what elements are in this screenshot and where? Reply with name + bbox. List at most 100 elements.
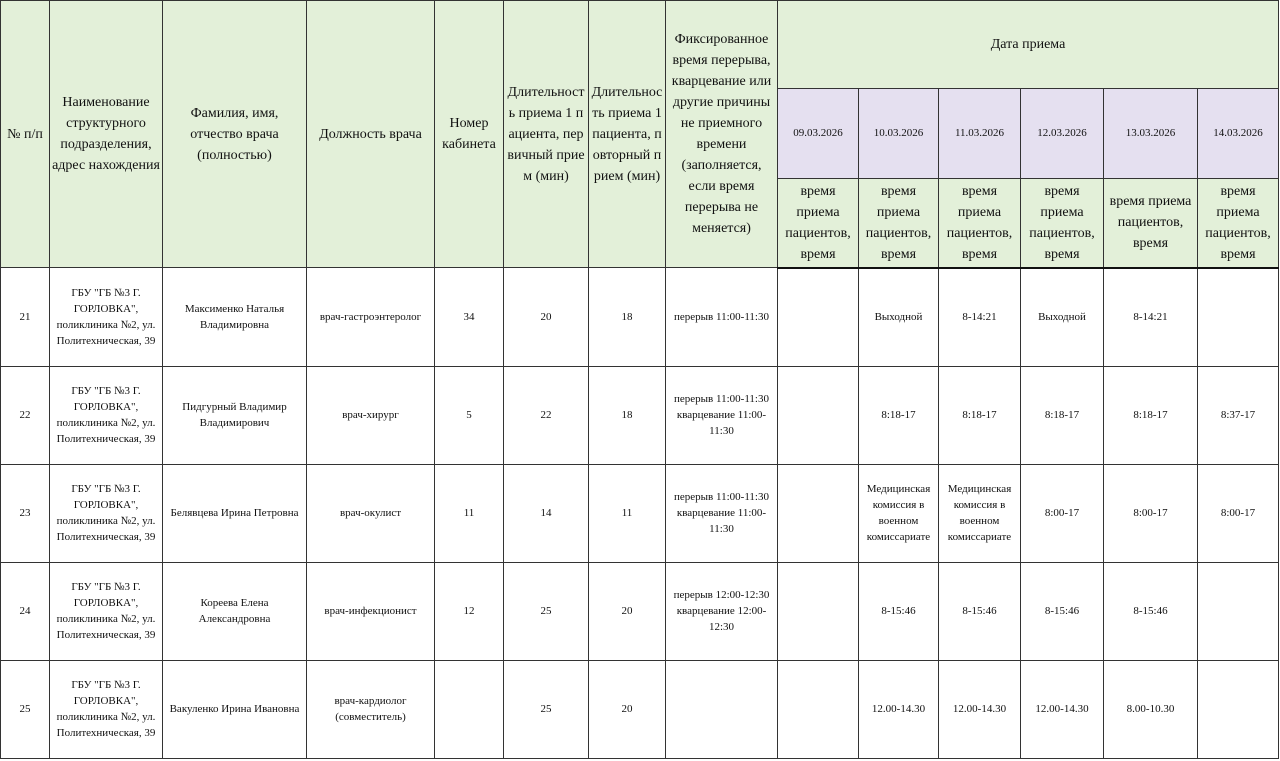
- table-cell: [777, 659, 859, 759]
- column-header: Фиксированное время перерыва, кварцевани…: [665, 0, 778, 268]
- date-header: 13.03.2026: [1103, 88, 1198, 179]
- column-header: Длительность приема 1 пациента, повторны…: [588, 0, 666, 268]
- table-cell: 21: [0, 267, 50, 367]
- table-cell: 8-14:21: [1103, 267, 1198, 367]
- table-cell: 11: [434, 463, 504, 563]
- date-header: 14.03.2026: [1197, 88, 1279, 179]
- table-cell: 24: [0, 561, 50, 661]
- table-cell: Кореева Елена Александровна: [162, 561, 307, 661]
- table-cell: [1197, 561, 1279, 661]
- table-header: № п/п Наименование структурного подраздел…: [0, 0, 1279, 269]
- date-subheader: время приема пациентов, время: [858, 178, 939, 269]
- date-header: 10.03.2026: [858, 88, 939, 179]
- table-cell: 34: [434, 267, 504, 367]
- date-subheader: время приема пациентов, время: [1197, 178, 1279, 269]
- table-cell: Медицинская комиссия в военном комиссари…: [858, 463, 939, 563]
- table-cell: врач-инфекционист: [306, 561, 435, 661]
- table-cell: 8-14:21: [938, 267, 1021, 367]
- table-cell: Вакуленко Ирина Ивановна: [162, 659, 307, 759]
- table-cell: [777, 365, 859, 465]
- table-body: 21 ГБУ "ГБ №3 Г. ГОРЛОВКА", поликлиника №…: [0, 267, 1279, 759]
- table-cell: [434, 659, 504, 759]
- table-cell: перерыв 11:00-11:30 кварцевание 11:00-11…: [665, 365, 778, 465]
- table-cell: ГБУ "ГБ №3 Г. ГОРЛОВКА", поликлиника №2,…: [49, 659, 163, 759]
- table-cell: 12.00-14.30: [858, 659, 939, 759]
- table-cell: ГБУ "ГБ №3 Г. ГОРЛОВКА", поликлиника №2,…: [49, 365, 163, 465]
- table-cell: перерыв 11:00-11:30: [665, 267, 778, 367]
- header-row: время приема пациентов, время время прием…: [1, 178, 1279, 269]
- table-cell: 12.00-14.30: [1020, 659, 1104, 759]
- table-cell: врач-окулист: [306, 463, 435, 563]
- table-cell: 8-15:46: [1020, 561, 1104, 661]
- table-cell: 22: [0, 365, 50, 465]
- table-cell: Выходной: [1020, 267, 1104, 367]
- table-cell: перерыв 11:00-11:30 кварцевание 11:00-11…: [665, 463, 778, 563]
- table-cell: [1197, 267, 1279, 367]
- table-cell: 23: [0, 463, 50, 563]
- column-header: Фамилия, имя, отчество врача (полностью): [162, 0, 307, 268]
- table-cell: 8:00-17: [1197, 463, 1279, 563]
- table-cell: [665, 659, 778, 759]
- table-cell: 8:18-17: [1103, 365, 1198, 465]
- table-row: 21 ГБУ "ГБ №3 Г. ГОРЛОВКА", поликлиника №…: [0, 267, 1279, 367]
- table-cell: 8:00-17: [1020, 463, 1104, 563]
- date-header: 12.03.2026: [1020, 88, 1104, 179]
- date-subheader: время приема пациентов, время: [1020, 178, 1104, 269]
- table-cell: врач-гастроэнтеролог: [306, 267, 435, 367]
- date-subheader: время приема пациентов, время: [777, 178, 859, 269]
- table-cell: 12.00-14.30: [938, 659, 1021, 759]
- column-header: Наименование структурного подразделения,…: [49, 0, 163, 268]
- table-cell: [777, 463, 859, 563]
- table-cell: [777, 267, 859, 367]
- column-header: № п/п: [0, 0, 50, 268]
- table-cell: перерыв 12:00-12:30 кварцевание 12:00-12…: [665, 561, 778, 661]
- table-cell: 8.00-10.30: [1103, 659, 1198, 759]
- table-cell: 20: [588, 659, 666, 759]
- table-cell: 25: [0, 659, 50, 759]
- table-cell: ГБУ "ГБ №3 Г. ГОРЛОВКА", поликлиника №2,…: [49, 463, 163, 563]
- column-header: Должность врача: [306, 0, 435, 268]
- column-header: Номер кабинета: [434, 0, 504, 268]
- table-cell: 8-15:46: [938, 561, 1021, 661]
- table-cell: 25: [503, 659, 589, 759]
- table-cell: 20: [588, 561, 666, 661]
- table-row: 23 ГБУ "ГБ №3 Г. ГОРЛОВКА", поликлиника №…: [0, 463, 1279, 563]
- table-cell: ГБУ "ГБ №3 Г. ГОРЛОВКА", поликлиника №2,…: [49, 561, 163, 661]
- table-row: 25 ГБУ "ГБ №3 Г. ГОРЛОВКА", поликлиника №…: [0, 659, 1279, 759]
- date-header: 11.03.2026: [938, 88, 1021, 179]
- table-cell: 5: [434, 365, 504, 465]
- table-cell: Выходной: [858, 267, 939, 367]
- date-subheader: время приема пациентов, время: [1103, 178, 1198, 269]
- date-header: 09.03.2026: [777, 88, 859, 179]
- table-cell: врач-кардиолог (совместитель): [306, 659, 435, 759]
- table-cell: Максименко Наталья Владимировна: [162, 267, 307, 367]
- table-cell: 8:00-17: [1103, 463, 1198, 563]
- table-cell: 25: [503, 561, 589, 661]
- table-cell: 12: [434, 561, 504, 661]
- date-subheader: время приема пациентов, время: [938, 178, 1021, 269]
- table-cell: 18: [588, 267, 666, 367]
- table-row: 24 ГБУ "ГБ №3 Г. ГОРЛОВКА", поликлиника №…: [0, 561, 1279, 661]
- table-cell: 8-15:46: [1103, 561, 1198, 661]
- header-row: 09.03.2026 10.03.2026 11.03.2026 12.03.2026…: [1, 88, 1279, 179]
- table-cell: 18: [588, 365, 666, 465]
- table-cell: врач-хирург: [306, 365, 435, 465]
- table-cell: 8:18-17: [858, 365, 939, 465]
- date-group-header: Дата приема: [777, 0, 1279, 89]
- table-cell: 22: [503, 365, 589, 465]
- column-header: Длительность приема 1 пациента, первичны…: [503, 0, 589, 268]
- table-cell: 20: [503, 267, 589, 367]
- table-cell: Белявцева Ирина Петровна: [162, 463, 307, 563]
- table-cell: 8-15:46: [858, 561, 939, 661]
- table-cell: Медицинская комиссия в военном комиссари…: [938, 463, 1021, 563]
- table-cell: 14: [503, 463, 589, 563]
- table-cell: [1197, 659, 1279, 759]
- header-row: № п/п Наименование структурного подраздел…: [0, 0, 1279, 268]
- table-cell: ГБУ "ГБ №3 Г. ГОРЛОВКА", поликлиника №2,…: [49, 267, 163, 367]
- table-cell: 8:18-17: [938, 365, 1021, 465]
- table-cell: [777, 561, 859, 661]
- table-cell: 8:18-17: [1020, 365, 1104, 465]
- table-row: 22 ГБУ "ГБ №3 Г. ГОРЛОВКА", поликлиника №…: [0, 365, 1279, 465]
